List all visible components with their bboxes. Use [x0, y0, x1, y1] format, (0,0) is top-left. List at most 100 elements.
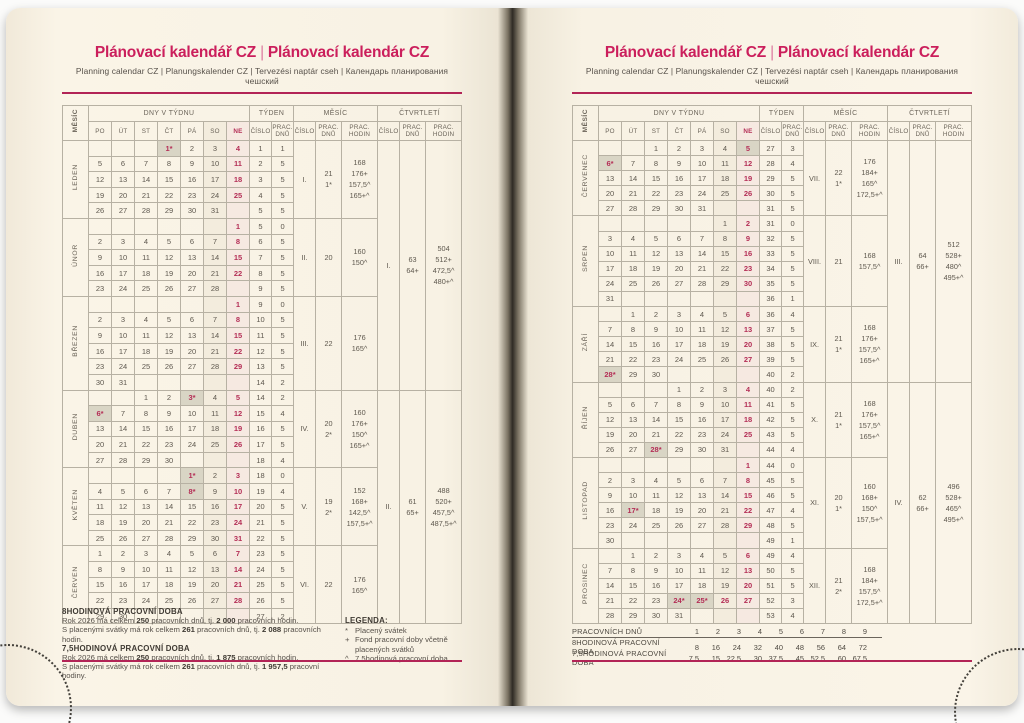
day-cell: 21	[134, 186, 158, 204]
day-cell: 11	[203, 405, 227, 422]
day-cell	[203, 295, 227, 313]
day-cell: 14	[621, 170, 645, 187]
day-cell: 30	[735, 275, 761, 292]
day-cell	[713, 366, 737, 383]
week-workdays-cell: 0	[271, 217, 295, 235]
day-cell	[157, 217, 181, 235]
week-workdays-cell: 5	[271, 249, 295, 266]
day-cell: 20	[134, 514, 158, 531]
day-cell: 20	[180, 264, 204, 282]
day-cell: 12	[157, 249, 181, 266]
day-cell: 8	[134, 405, 158, 422]
day-cell: 18	[690, 336, 714, 353]
week-number-cell: 50	[759, 562, 783, 579]
day-cell: 9	[644, 562, 668, 579]
day-cell	[667, 366, 691, 383]
day-cell: 18	[735, 411, 761, 428]
day-cell: 9	[180, 155, 204, 173]
text-segment: pracovních hodin.	[235, 653, 299, 663]
day-cell: 8	[157, 155, 181, 173]
calendar-week-row: SRPEN 1 2 31 0 VIII. 21 168 157,5^	[572, 215, 972, 308]
text-segment: 250	[136, 653, 150, 663]
month-workdays-cell: 19 2*	[315, 467, 343, 547]
workdays-scale-label: 8HODINOVÁ PRACOVNÍ DOBA	[572, 638, 660, 656]
week-group-header: TÝDEN	[759, 105, 805, 122]
days-group-header: DNY V TÝDNU	[87, 105, 251, 122]
day-cell: 22	[180, 514, 204, 531]
day-cell: 16	[180, 171, 204, 188]
day-cell: 18	[88, 514, 112, 531]
workdays-scale-value: 45	[795, 653, 804, 663]
day-cell: 19	[598, 426, 622, 443]
month-number-header: ČÍSLO	[803, 121, 827, 141]
week-number-cell: 12	[249, 342, 273, 360]
quarter-number-header: ČÍSLO	[377, 121, 401, 141]
quarter-workdays-header: PRAC. DNŮ	[909, 121, 937, 141]
workhours-summary-heading: 8HODINOVÁ PRACOVNÍ DOBA	[62, 607, 183, 616]
day-cell: 26	[713, 351, 737, 368]
day-cell: 4	[225, 140, 251, 157]
text-segment: pracovních dnů, tj.	[194, 625, 262, 635]
day-cell: 17	[203, 171, 227, 188]
day-cell	[225, 607, 251, 625]
page-left: Plánovací kalendář CZ | Plánovací kalendár…	[62, 44, 463, 684]
week-number-cell: 52	[759, 592, 783, 609]
day-cell: 7	[203, 233, 227, 251]
day-cell	[621, 139, 645, 157]
day-cell	[88, 295, 112, 313]
day-cell: 25	[134, 358, 158, 375]
day-cell	[621, 456, 645, 474]
week-workdays-cell: 5	[781, 200, 805, 217]
day-cell: 10	[111, 327, 135, 344]
page-right: Plánovací kalendář CZ | Plánovací kalendár…	[572, 44, 973, 684]
week-number-cell: 36	[759, 290, 783, 308]
day-cell: 13	[203, 561, 227, 578]
week-workdays-cell: 5	[271, 592, 295, 609]
day-cell: 20	[203, 576, 227, 594]
day-cell: 12	[644, 245, 668, 262]
day-cell	[134, 295, 158, 313]
workdays-scale-value: 2	[715, 627, 720, 636]
calendar-week-row: 4 5 6 7 8* 9 10 19 4	[63, 483, 462, 500]
day-cell: 1	[134, 389, 158, 407]
day-cell: 2	[735, 215, 761, 232]
day-cell: 13	[111, 171, 135, 188]
day-cell: 23	[644, 592, 668, 609]
week-workdays-cell: 4	[781, 502, 805, 519]
day-cell: 3	[713, 381, 737, 398]
calendar-week-row: 10 11 12 13 14 15 16 33 5	[573, 245, 972, 262]
month-workdays-cell: 21	[825, 215, 853, 308]
workdays-scale-value: 60	[837, 653, 846, 663]
week-number-cell: 29	[759, 170, 783, 187]
day-cell: 25	[203, 436, 227, 453]
week-workdays-cell: 5	[271, 186, 295, 204]
text-segment: 1 957,5	[261, 662, 288, 672]
day-cell: 24	[225, 514, 251, 531]
workdays-scale-value: 40	[774, 642, 783, 652]
day-cell	[88, 140, 112, 157]
day-cell: 22	[713, 260, 737, 277]
week-number-cell: 36	[759, 306, 783, 323]
legend-symbol: +	[345, 635, 350, 645]
day-cell: 7	[644, 396, 668, 413]
week-number-cell: 6	[249, 233, 273, 251]
week-number-cell: 10	[249, 311, 273, 329]
day-cell: 21	[157, 514, 181, 531]
month-hours-cell: 176 165^	[341, 295, 379, 391]
calendar-week-row: 13 14 15 16 17 18 19 16 5	[63, 420, 462, 438]
calendar-week-row: 16 17 18 19 20 21 22 8 5	[63, 264, 462, 282]
calendar-week-row: 19 20 21 22 23 24 25 4 5	[63, 186, 462, 204]
month-number-cell: VIII.	[803, 215, 827, 308]
day-cell: 7	[690, 230, 714, 247]
workdays-scale-value: 30	[753, 653, 762, 663]
day-cell: 15	[713, 245, 737, 262]
day-cell	[598, 215, 622, 232]
day-cell: 15	[157, 171, 181, 188]
calendar-table-container-left: MĚSÍC DNY V TÝDNU TÝDEN MĚSÍC ČTVRTLETÍ PO ÚT S…	[62, 105, 463, 625]
text-segment: S placenými svátky má rok celkem	[62, 662, 183, 672]
day-cell: 5	[713, 547, 737, 564]
week-workdays-cell: 5	[781, 321, 805, 338]
day-cell: 15	[225, 327, 251, 344]
day-cell: 3	[690, 139, 714, 157]
day-cell: 17	[111, 342, 135, 360]
